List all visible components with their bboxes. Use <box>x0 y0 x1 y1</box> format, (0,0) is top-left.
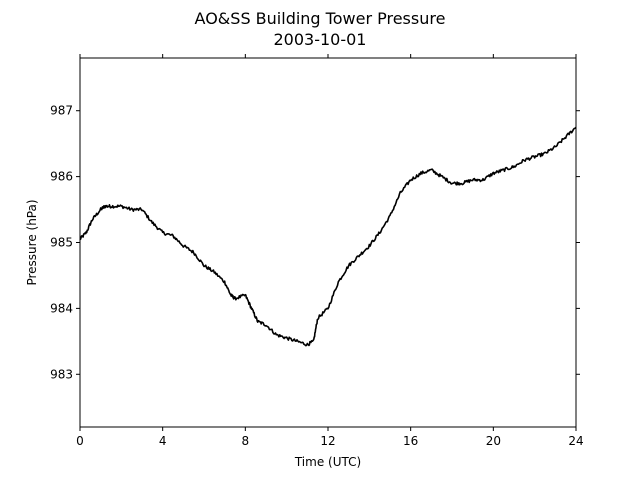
x-tick-label: 0 <box>76 434 84 448</box>
chart-title: AO&SS Building Tower Pressure <box>195 9 446 28</box>
chart-subtitle: 2003-10-01 <box>274 30 367 49</box>
y-tick-label: 985 <box>50 236 73 250</box>
x-tick-label: 20 <box>486 434 501 448</box>
x-tick-label: 12 <box>320 434 335 448</box>
x-tick-label: 24 <box>568 434 583 448</box>
axis-ticks: 0 4 8 12 16 20 24 983 984 985 986 987 <box>50 54 584 448</box>
pressure-series-line <box>79 126 577 347</box>
y-tick-label: 986 <box>50 170 73 184</box>
x-axis-label: Time (UTC) <box>294 455 361 469</box>
plot-area <box>79 57 577 428</box>
x-tick-label: 4 <box>159 434 167 448</box>
x-tick-label: 8 <box>242 434 250 448</box>
y-axis-label: Pressure (hPa) <box>25 199 39 285</box>
y-tick-label: 987 <box>50 104 73 118</box>
x-tick-label: 16 <box>403 434 418 448</box>
y-tick-label: 983 <box>50 367 73 381</box>
y-tick-label: 984 <box>50 301 73 315</box>
series-group <box>79 126 577 347</box>
